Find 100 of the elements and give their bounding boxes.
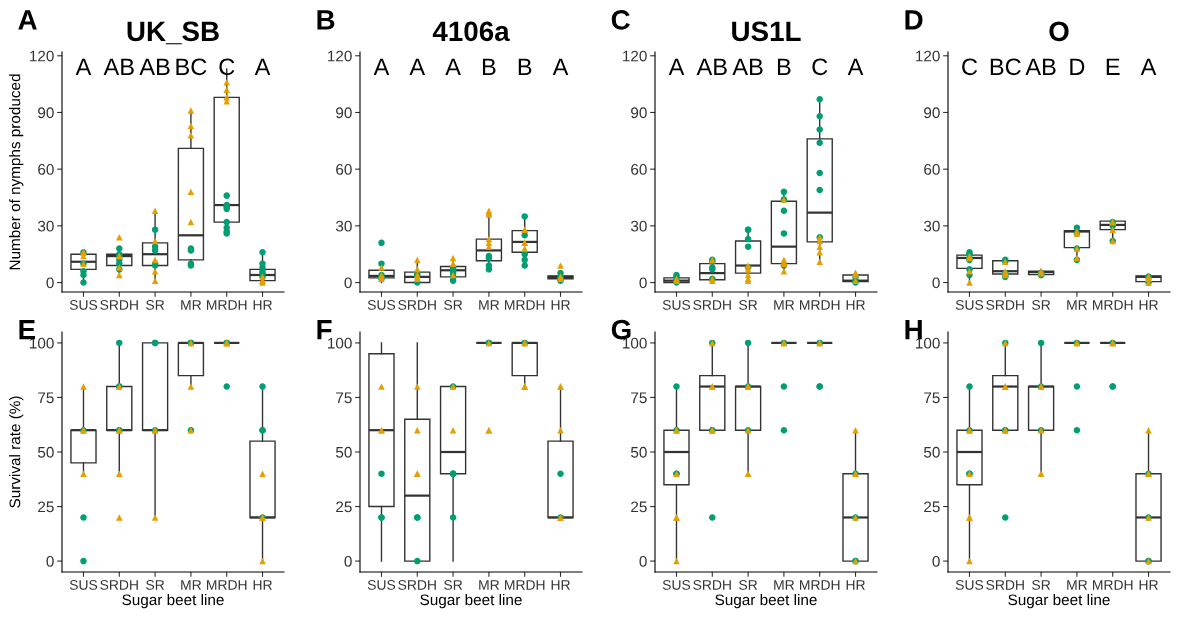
y-tick-label: 120 xyxy=(30,50,54,62)
x-tick-label: MR xyxy=(774,580,795,590)
x-tick-label: SUS xyxy=(955,580,984,590)
chart-title: US1L xyxy=(732,21,801,42)
annotation: A xyxy=(552,58,569,75)
x-tick-label: SRDH xyxy=(100,580,138,590)
annotation: B xyxy=(482,58,496,75)
y-tick-label: 25 xyxy=(924,501,940,513)
annotation: C xyxy=(962,58,978,76)
x-tick-label: MRDH xyxy=(800,300,840,310)
annotation: A xyxy=(847,58,864,75)
annotation: AB xyxy=(139,58,170,75)
x-axis-title: Sugar beet line xyxy=(420,593,522,609)
y-tick-label: 90 xyxy=(38,107,54,119)
x-tick-label: HR xyxy=(253,300,272,310)
x-tick-label: SUS xyxy=(367,580,396,590)
x-tick-label: SRDH xyxy=(693,580,731,590)
x-tick-label: SR xyxy=(444,580,463,590)
annotation: A xyxy=(1140,58,1157,75)
x-tick-label: HR xyxy=(1139,580,1158,590)
x-tick-label: HR xyxy=(253,580,272,590)
x-tick-label: MR xyxy=(479,580,500,590)
annotation: A xyxy=(254,58,271,75)
x-tick-label: SRDH xyxy=(398,580,436,590)
x-tick-label: MR xyxy=(181,300,202,310)
x-tick-label: MR xyxy=(774,300,795,310)
x-tick-label: SR xyxy=(146,300,165,310)
y-tick-label: 60 xyxy=(38,164,54,175)
y-tick-label: 75 xyxy=(924,392,940,404)
x-tick-label: MRDH xyxy=(800,580,840,590)
y-tick-label: 50 xyxy=(923,446,940,458)
x-axis-title: Sugar beet line xyxy=(715,593,817,609)
chart-title: 4106a xyxy=(432,21,510,42)
x-tick-label: MR xyxy=(181,580,202,590)
x-tick-label: SR xyxy=(739,300,758,310)
y-tick-label: 75 xyxy=(336,392,352,404)
text: C xyxy=(611,10,630,30)
annotation: C xyxy=(812,58,828,76)
text: D xyxy=(905,10,923,30)
annotation: B xyxy=(777,58,791,75)
x-tick-label: SUS xyxy=(367,300,396,310)
y-tick-label: 90 xyxy=(336,107,352,119)
x-tick-label: MRDH xyxy=(207,300,247,310)
annotation: D xyxy=(1070,58,1085,75)
annotation: C xyxy=(219,58,235,76)
x-tick-label: HR xyxy=(846,300,865,310)
x-tick-label: MR xyxy=(1067,580,1088,590)
x-tick-label: SUS xyxy=(69,300,98,310)
y-tick-label: 50 xyxy=(335,446,352,458)
y-tick-label: 75 xyxy=(631,392,647,404)
y-tick-label: 60 xyxy=(924,164,940,175)
chart-title: O xyxy=(1049,21,1069,42)
y-tick-label: 75 xyxy=(38,392,54,404)
annotation: A xyxy=(373,58,390,75)
y-tick-label: 120 xyxy=(916,50,940,62)
x-tick-label: MRDH xyxy=(1093,300,1133,310)
y-tick-label: 30 xyxy=(335,220,352,232)
y-tick-label: 0 xyxy=(932,277,940,289)
y-tick-label: 50 xyxy=(630,446,647,458)
y-axis-title: Survival rate (%) xyxy=(9,396,24,508)
x-tick-label: MRDH xyxy=(505,580,545,590)
y-tick-label: 25 xyxy=(38,501,54,513)
y-tick-label: 0 xyxy=(46,277,54,289)
x-tick-label: SRDH xyxy=(986,300,1024,310)
x-tick-label: HR xyxy=(551,300,570,310)
y-tick-label: 0 xyxy=(639,555,647,567)
y-tick-label: 60 xyxy=(336,164,352,175)
y-axis-title: Number of nymphs produced xyxy=(9,74,24,270)
x-tick-label: SUS xyxy=(662,580,691,590)
y-tick-label: 120 xyxy=(623,50,647,62)
y-tick-label: 30 xyxy=(923,220,940,232)
x-tick-label: SRDH xyxy=(100,300,138,310)
x-tick-label: HR xyxy=(1139,300,1158,310)
x-tick-label: HR xyxy=(551,580,570,590)
x-tick-label: MR xyxy=(1067,300,1088,310)
annotation: AB xyxy=(1025,58,1056,75)
y-tick-label: 0 xyxy=(932,555,940,567)
y-tick-label: 0 xyxy=(344,555,352,567)
x-tick-label: MRDH xyxy=(1093,580,1133,590)
x-tick-label: SUS xyxy=(662,300,691,310)
y-tick-label: 25 xyxy=(631,501,647,513)
x-tick-label: MRDH xyxy=(505,300,545,310)
x-tick-label: HR xyxy=(846,580,865,590)
annotation: AB xyxy=(732,58,763,75)
x-tick-label: MRDH xyxy=(207,580,247,590)
x-tick-label: SUS xyxy=(69,580,98,590)
x-tick-label: MR xyxy=(479,300,500,310)
annotation: BC xyxy=(176,58,207,76)
chart-title: UK_SB xyxy=(127,21,219,45)
x-tick-label: SRDH xyxy=(398,300,436,310)
x-tick-label: SR xyxy=(444,300,463,310)
y-tick-label: 60 xyxy=(631,164,647,175)
x-tick-label: SR xyxy=(146,580,165,590)
text: A xyxy=(18,10,37,30)
annotation: A xyxy=(668,58,685,75)
annotation: AB xyxy=(103,58,134,75)
x-axis-title: Sugar beet line xyxy=(122,593,224,609)
annotation: BC xyxy=(990,58,1021,76)
y-tick-label: 0 xyxy=(46,555,54,567)
y-tick-label: 90 xyxy=(924,107,940,119)
